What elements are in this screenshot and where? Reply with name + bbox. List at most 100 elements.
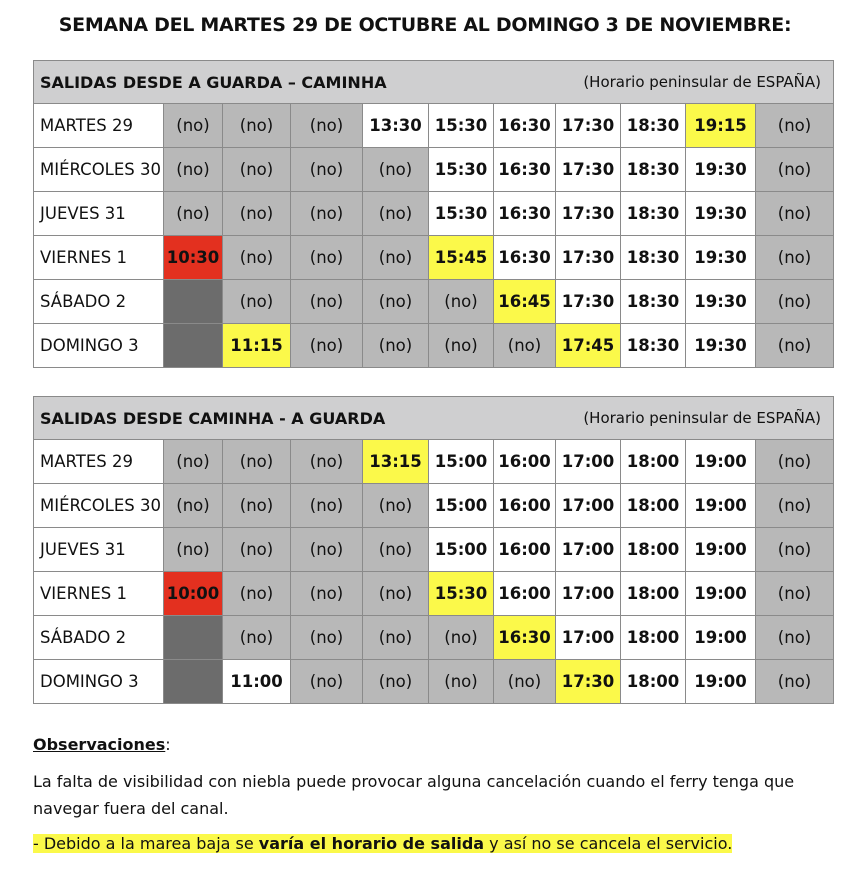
no-service-cell: (no) <box>362 615 429 660</box>
schedule-row: VIERNES 1 10:00 (no) (no) (no) 15:30 16:00 17:0… <box>33 571 835 616</box>
no-service-cell: (no) <box>290 103 363 148</box>
day-label: JUEVES 31 <box>33 191 164 236</box>
departure-time-cell: 17:00 <box>555 527 621 572</box>
departure-time-cell: 10:00 <box>163 571 223 616</box>
no-service-cell: (no) <box>428 615 494 660</box>
no-service-cell: (no) <box>163 483 223 528</box>
departure-time-cell: 19:30 <box>685 235 756 280</box>
departure-time-cell: 18:30 <box>620 147 686 192</box>
departure-time-cell: 15:30 <box>428 191 494 236</box>
departure-time-cell: 16:30 <box>493 103 556 148</box>
departure-time-cell: 18:30 <box>620 279 686 324</box>
departure-time-cell: 19:30 <box>685 323 756 368</box>
no-service-cell: (no) <box>362 279 429 324</box>
departure-time-cell: 17:30 <box>555 279 621 324</box>
departure-time-cell: 18:00 <box>620 571 686 616</box>
schedule-row: MARTES 29 (no) (no) (no) 13:30 15:30 16:30 17:3… <box>33 103 835 148</box>
no-service-cell: (no) <box>222 235 291 280</box>
no-service-cell: (no) <box>222 483 291 528</box>
departure-time-cell: 17:45 <box>555 323 621 368</box>
departure-time-cell: 18:00 <box>620 439 686 484</box>
departure-time-cell: 16:30 <box>493 615 556 660</box>
empty-cell <box>163 279 223 324</box>
departure-time-cell: 17:00 <box>555 483 621 528</box>
no-service-cell: (no) <box>290 659 363 704</box>
no-service-cell: (no) <box>362 527 429 572</box>
departure-time-cell: 16:00 <box>493 439 556 484</box>
no-service-cell: (no) <box>362 659 429 704</box>
no-service-cell: (no) <box>222 147 291 192</box>
schedule-table-caminha-guarda: SALIDAS DESDE CAMINHA - A GUARDA (Horari… <box>32 396 835 704</box>
day-label: SÁBADO 2 <box>33 279 164 324</box>
departure-time-cell: 16:00 <box>493 527 556 572</box>
departure-time-cell: 16:30 <box>493 191 556 236</box>
no-service-cell: (no) <box>290 147 363 192</box>
no-service-cell: (no) <box>163 103 223 148</box>
departure-time-cell: 17:30 <box>555 659 621 704</box>
table-heading: SALIDAS DESDE CAMINHA - A GUARDA <box>40 408 386 428</box>
no-service-cell: (no) <box>362 235 429 280</box>
no-service-cell: (no) <box>163 439 223 484</box>
departure-time-cell: 15:00 <box>428 527 494 572</box>
no-service-cell: (no) <box>754 527 835 572</box>
table-header: SALIDAS DESDE A GUARDA – CAMINHA (Horari… <box>32 60 835 104</box>
schedule-row: VIERNES 1 10:30 (no) (no) (no) 15:45 16:30 17:3… <box>33 235 835 280</box>
schedule-row: MARTES 29 (no) (no) (no) 13:15 15:00 16:00 17:0… <box>33 439 835 484</box>
no-service-cell: (no) <box>362 323 429 368</box>
departure-time-cell: 11:15 <box>222 323 291 368</box>
schedule-row: MIÉRCOLES 30 (no) (no) (no) (no) 15:30 16:30 17… <box>33 147 835 192</box>
schedule-table-guarda-caminha: SALIDAS DESDE A GUARDA – CAMINHA (Horari… <box>32 60 835 368</box>
departure-time-cell: 19:00 <box>685 439 756 484</box>
observations-heading: Observaciones: <box>33 731 813 758</box>
day-label: MIÉRCOLES 30 <box>33 483 164 528</box>
schedule-row: SÁBADO 2 (no) (no) (no) (no) 16:30 17:00 18:00 1… <box>33 615 835 660</box>
departure-time-cell: 19:00 <box>685 527 756 572</box>
no-service-cell: (no) <box>222 279 291 324</box>
day-label: SÁBADO 2 <box>33 615 164 660</box>
departure-time-cell: 17:30 <box>555 147 621 192</box>
no-service-cell: (no) <box>754 235 835 280</box>
departure-time-cell: 18:00 <box>620 483 686 528</box>
schedule-row: JUEVES 31 (no) (no) (no) (no) 15:00 16:00 17:00… <box>33 527 835 572</box>
departure-time-cell: 17:00 <box>555 439 621 484</box>
departure-time-cell: 18:00 <box>620 527 686 572</box>
timezone-note: (Horario peninsular de ESPAÑA) <box>583 72 822 91</box>
schedule-row: MIÉRCOLES 30 (no) (no) (no) (no) 15:00 16:00 17… <box>33 483 835 528</box>
note-bold: varía el horario de salida <box>258 834 485 853</box>
no-service-cell: (no) <box>754 191 835 236</box>
no-service-cell: (no) <box>428 279 494 324</box>
departure-time-cell: 19:00 <box>685 615 756 660</box>
no-service-cell: (no) <box>222 439 291 484</box>
departure-time-cell: 16:30 <box>493 147 556 192</box>
departure-time-cell: 19:30 <box>685 191 756 236</box>
empty-cell <box>163 615 223 660</box>
page-title: SEMANA DEL MARTES 29 DE OCTUBRE AL DOMIN… <box>58 14 792 36</box>
departure-time-cell: 13:30 <box>362 103 429 148</box>
departure-time-cell: 15:30 <box>428 571 494 616</box>
departure-time-cell: 19:00 <box>685 483 756 528</box>
schedule-row: DOMINGO 3 11:00 (no) (no) (no) (no) 17:30 18:00… <box>33 659 835 704</box>
observations-text: La falta de visibilidad con niebla puede… <box>33 772 795 818</box>
observations-title: Observaciones <box>33 735 166 754</box>
departure-time-cell: 19:00 <box>685 571 756 616</box>
no-service-cell: (no) <box>290 483 363 528</box>
no-service-cell: (no) <box>754 147 835 192</box>
no-service-cell: (no) <box>362 483 429 528</box>
departure-time-cell: 18:00 <box>620 659 686 704</box>
departure-time-cell: 11:00 <box>222 659 291 704</box>
departure-time-cell: 10:30 <box>163 235 223 280</box>
departure-time-cell: 15:30 <box>428 103 494 148</box>
departure-time-cell: 16:30 <box>493 235 556 280</box>
no-service-cell: (no) <box>163 147 223 192</box>
no-service-cell: (no) <box>222 103 291 148</box>
no-service-cell: (no) <box>290 279 363 324</box>
departure-time-cell: 19:30 <box>685 147 756 192</box>
departure-time-cell: 16:45 <box>493 279 556 324</box>
no-service-cell: (no) <box>290 439 363 484</box>
no-service-cell: (no) <box>754 439 835 484</box>
table-header: SALIDAS DESDE CAMINHA - A GUARDA (Horari… <box>32 396 835 440</box>
departure-time-cell: 19:15 <box>685 103 756 148</box>
no-service-cell: (no) <box>222 191 291 236</box>
departure-time-cell: 16:00 <box>493 571 556 616</box>
departure-time-cell: 18:30 <box>620 191 686 236</box>
